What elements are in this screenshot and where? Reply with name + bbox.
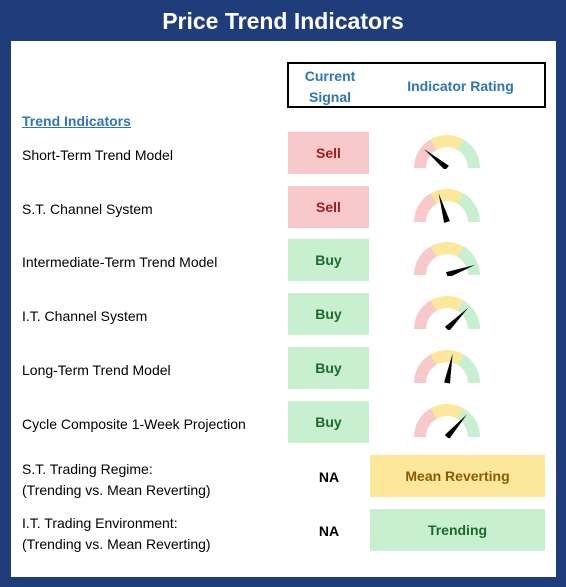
gauge-needle <box>444 353 453 384</box>
regime-signal-it: NA <box>318 523 340 539</box>
gauge-icon <box>414 135 480 169</box>
row-label-intermediate-term-trend-model: Intermediate-Term Trend Model <box>22 254 218 270</box>
gauge-green-segment <box>457 408 480 437</box>
gauge-green-segment <box>457 139 480 168</box>
gauge-yellow-segment <box>430 189 464 204</box>
row-label-st-channel-system: S.T. Channel System <box>22 201 153 217</box>
gauge-red-segment <box>414 246 437 275</box>
gauge-icon <box>414 350 480 384</box>
gauge-red-segment <box>414 139 437 168</box>
regime-label-line1: I.T. Trading Environment: <box>22 515 178 531</box>
signal-st-channel-system: Sell <box>288 186 369 228</box>
gauge-red-segment <box>414 354 437 383</box>
page-title: Price Trend Indicators <box>162 8 404 34</box>
gauge-red-segment <box>414 193 437 222</box>
gauge-red-segment <box>414 408 437 437</box>
current-signal-header-line1: Current <box>304 68 356 84</box>
gauge-green-segment <box>457 246 480 275</box>
gauge-needle <box>444 307 469 330</box>
signal-cycle-composite: Buy <box>288 401 369 443</box>
signal-intermediate-term-trend-model: Buy <box>288 239 369 281</box>
gauge-yellow-segment <box>430 242 464 257</box>
current-signal-header: Current Signal <box>289 66 371 108</box>
regime-signal-st: NA <box>318 469 340 485</box>
gauge-icon <box>414 296 480 330</box>
gauge-yellow-segment <box>430 135 464 150</box>
regime-rating-mean-reverting: Mean Reverting <box>370 455 545 497</box>
gauge-needle <box>423 148 449 169</box>
regime-label-line2: (Trending vs. Mean Reverting) <box>22 482 211 498</box>
section-title: Trend Indicators <box>22 113 131 129</box>
column-header-box: Current Signal Indicator Rating <box>287 62 546 108</box>
gauge-yellow-segment <box>430 350 464 365</box>
regime-label-it-trading-environment: I.T. Trading Environment: (Trending vs. … <box>22 513 211 555</box>
gauge-red-segment <box>414 300 437 329</box>
current-signal-header-line2: Signal <box>308 89 351 105</box>
row-label-long-term-trend-model: Long-Term Trend Model <box>22 362 171 378</box>
regime-rating-trending: Trending <box>370 509 545 551</box>
gauge-needle <box>438 193 450 223</box>
gauge-green-segment <box>457 193 480 222</box>
gauge-needle <box>445 264 476 276</box>
signal-short-term-trend-model: Sell <box>288 132 369 174</box>
gauge-yellow-segment <box>430 404 464 419</box>
regime-label-st-trading-regime: S.T. Trading Regime: (Trending vs. Mean … <box>22 459 211 501</box>
gauge-green-segment <box>457 354 480 383</box>
indicator-rating-header: Indicator Rating <box>407 78 514 94</box>
gauge-icon <box>414 189 480 223</box>
row-label-it-channel-system: I.T. Channel System <box>22 308 148 324</box>
regime-label-line2: (Trending vs. Mean Reverting) <box>22 536 211 552</box>
gauge-icon <box>414 404 480 438</box>
gauge-green-segment <box>457 300 480 329</box>
gauge-needle <box>444 414 467 438</box>
row-label-short-term-trend-model: Short-Term Trend Model <box>22 147 173 163</box>
signal-it-channel-system: Buy <box>288 293 369 335</box>
regime-label-line1: S.T. Trading Regime: <box>22 461 153 477</box>
gauge-yellow-segment <box>430 296 464 311</box>
row-label-cycle-composite: Cycle Composite 1-Week Projection <box>22 416 246 432</box>
signal-long-term-trend-model: Buy <box>288 347 369 389</box>
gauge-icon <box>414 242 480 276</box>
indicator-panel: Current Signal Indicator Rating Trend In… <box>11 41 556 577</box>
